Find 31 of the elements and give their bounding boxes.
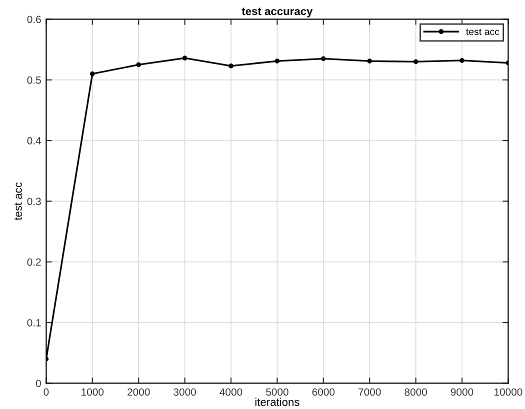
chart-title: test accuracy (242, 8, 313, 18)
y-tick-label: 0.5 (27, 76, 41, 84)
point (320, 56, 326, 62)
point (367, 58, 372, 64)
x-tick-label: 10000 (494, 388, 522, 396)
x-tick-label: 6000 (312, 388, 335, 396)
point (413, 59, 418, 64)
x-tick-label: 7000 (358, 388, 381, 396)
legend-label: test acc (466, 28, 500, 36)
x-tick-label: 4000 (220, 388, 242, 396)
x-tick-label: 5000 (266, 388, 288, 396)
x-tick-label: 2000 (128, 388, 150, 396)
y-tick-label: 0.4 (27, 137, 42, 144)
x-tick-label: 9000 (450, 388, 474, 396)
point (90, 71, 95, 76)
y-tick-label: 0.1 (27, 319, 41, 326)
x-axis-title: iterations (255, 398, 300, 406)
point (460, 58, 464, 63)
y-axis-title: test acc (14, 182, 22, 220)
point (228, 64, 234, 68)
x-tick-label: 0 (44, 388, 49, 396)
point (136, 62, 142, 68)
y-tick-label: 0.2 (27, 258, 41, 266)
y-tick-label: 0 (36, 380, 41, 388)
x-tick-label: 1000 (82, 388, 104, 396)
x-tick-label: 3000 (174, 388, 196, 396)
point (182, 56, 188, 60)
y-tick-label: 0.6 (27, 16, 41, 24)
y-tick-label: 0.3 (27, 198, 41, 206)
x-tick-label: 8000 (404, 388, 427, 396)
point (274, 58, 280, 64)
